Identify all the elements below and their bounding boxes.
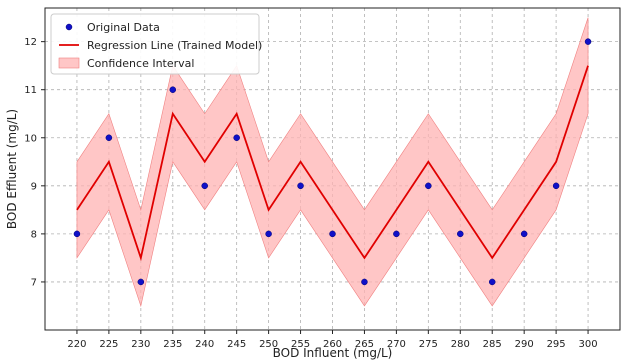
legend-marker-original-data: [65, 23, 73, 31]
x-tick-label: 290: [515, 339, 534, 350]
x-tick-label: 300: [579, 339, 598, 350]
regression-line: [76, 65, 589, 262]
y-tick-label: 10: [24, 133, 37, 144]
y-tick-label: 8: [31, 229, 37, 240]
x-tick-label: 245: [227, 339, 246, 350]
y-tick-label: 7: [31, 277, 37, 288]
y-tick-label: 11: [24, 85, 37, 96]
x-tick-label: 285: [483, 339, 502, 350]
legend: Original Data Regression Line (Trained Mo…: [50, 13, 262, 75]
data-point: [297, 182, 304, 190]
data-point: [425, 182, 432, 190]
data-point: [137, 278, 145, 286]
x-tick-label: 270: [387, 339, 406, 350]
legend-label: Regression Line (Trained Model): [87, 39, 262, 52]
x-tick-label: 230: [131, 339, 150, 350]
data-point: [233, 134, 240, 142]
legend-label: Original Data: [87, 21, 160, 34]
x-tick-label: 225: [99, 339, 118, 350]
x-tick-label: 265: [355, 339, 374, 350]
x-tick-label: 240: [195, 339, 214, 350]
y-tick-label: 12: [24, 37, 37, 48]
x-tick-label: 220: [67, 339, 86, 350]
x-tick-label: 260: [323, 339, 342, 350]
data-point: [105, 134, 113, 142]
x-tick-label: 275: [419, 339, 438, 350]
data-point: [552, 182, 560, 190]
y-tick-label: 9: [31, 181, 37, 192]
x-tick-label: 250: [259, 339, 278, 350]
x-tick-label: 255: [291, 339, 310, 350]
data-point: [584, 38, 592, 45]
legend-box: [50, 13, 260, 75]
data-point: [265, 230, 272, 238]
data-point: [361, 278, 368, 286]
legend-label: Confidence Interval: [87, 57, 194, 70]
regression-line-layer: [76, 65, 589, 262]
data-point: [488, 278, 496, 286]
data-point: [73, 230, 81, 238]
data-points: [73, 38, 592, 286]
x-tick-label: 280: [451, 339, 470, 350]
x-tick-label: 235: [163, 339, 182, 350]
y-axis-label: BOD Effluent (mg/L): [5, 109, 19, 229]
axis-ticks: 220 225 230 235 240 245 250 255 260 265 270 275 280 2…: [24, 37, 597, 350]
data-point: [169, 86, 177, 93]
data-point: [520, 230, 528, 238]
x-tick-label: 295: [547, 339, 566, 350]
data-point: [201, 182, 208, 190]
legend-marker-confidence-interval: [58, 57, 80, 69]
x-axis-label: BOD Influent (mg/L): [273, 346, 393, 360]
data-point: [457, 230, 464, 238]
data-point: [329, 230, 336, 238]
data-point: [393, 230, 400, 238]
